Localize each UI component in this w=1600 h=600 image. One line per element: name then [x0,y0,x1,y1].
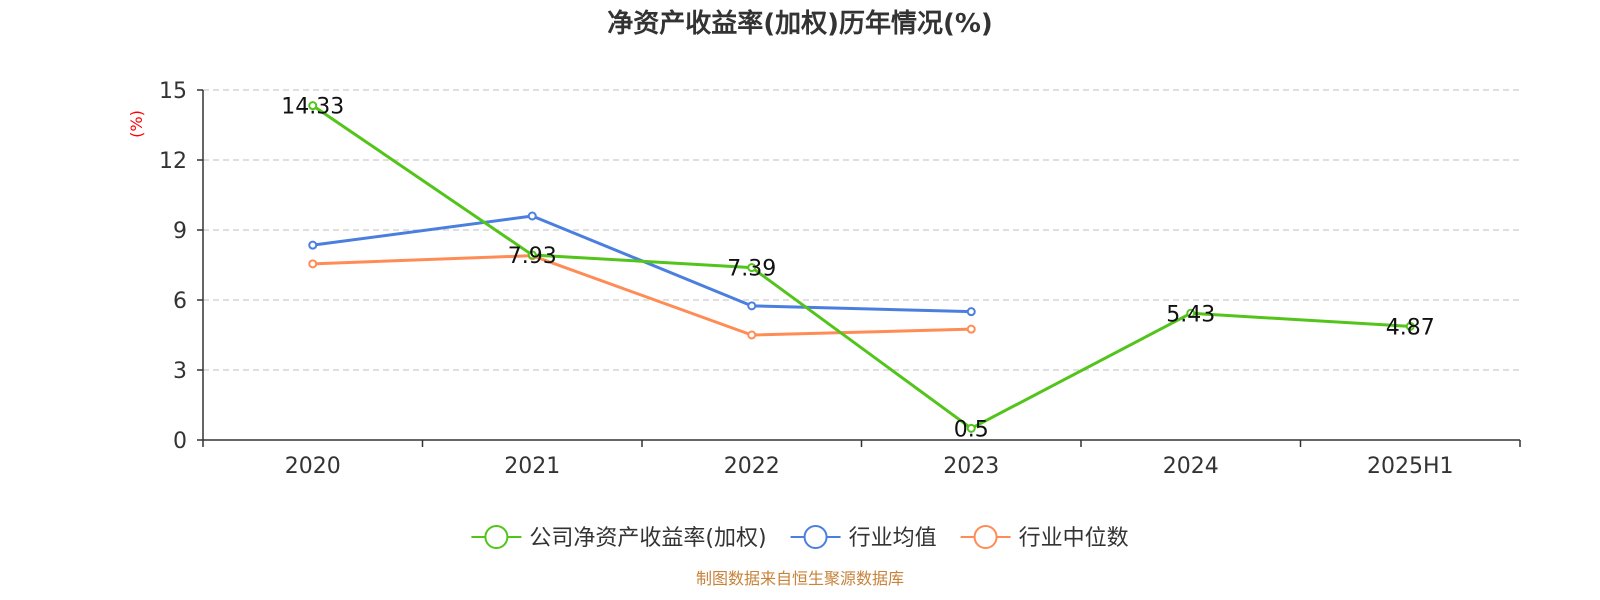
data-label: 14.33 [281,95,344,120]
y-tick-label: 3 [173,359,187,384]
data-point[interactable] [747,330,757,340]
legend-marker [484,525,509,549]
data-point[interactable] [747,263,757,273]
data-label: 4.87 [1386,315,1435,340]
legend-label: 行业均值 [849,526,937,551]
legend-item[interactable]: 行业中位数 [960,525,1129,551]
data-labels: 14.33 7.93 7.39 0.5 5.43 4.87 [281,95,1434,443]
x-tick-label: 2025H1 [1367,454,1454,479]
data-point[interactable] [308,259,318,269]
data-label: 0.5 [954,417,989,442]
data-point[interactable] [308,101,318,111]
series-line [312,214,972,314]
data-label: 7.39 [727,257,776,282]
axes: 0 3 6 9 12 15 2020 2021 2022 2023 2024 2025H1 [159,79,1521,479]
data-point[interactable] [1186,308,1196,318]
data-point[interactable] [308,240,318,250]
data-label: 5.43 [1166,302,1215,327]
y-axis-label: (%) [127,110,146,138]
series-line [312,254,972,337]
series [308,101,1415,433]
chart-title: 净资产收益率(加权)历年情况(%) [607,8,993,39]
data-point[interactable] [527,250,537,260]
data-point[interactable] [966,423,976,433]
y-tick-label: 9 [173,219,187,244]
source-note: 制图数据来自恒生聚源数据库 [696,569,904,588]
series-line [311,104,1411,430]
data-point[interactable] [1405,321,1415,331]
x-tick-label: 2022 [724,454,780,479]
x-tick-label: 2020 [285,454,341,479]
legend[interactable]: 公司净资产收益率(加权) 行业均值 行业中位数 [471,525,1129,551]
legend-item[interactable]: 行业均值 [790,525,937,551]
y-tick-label: 6 [173,289,187,314]
x-tick-label: 2021 [504,454,560,479]
grid [203,89,1520,371]
data-point[interactable] [966,324,976,334]
data-point[interactable] [966,307,976,317]
legend-marker [803,525,828,549]
legend-label: 行业中位数 [1019,526,1129,551]
x-tick-label: 2023 [943,454,999,479]
data-point[interactable] [747,301,757,311]
data-label: 7.93 [508,244,557,269]
x-tick-label: 2024 [1163,454,1219,479]
y-tick-label: 12 [159,149,187,174]
y-tick-label: 0 [173,429,187,454]
data-point[interactable] [527,211,537,221]
legend-marker [973,525,998,549]
legend-label: 公司净资产收益率(加权) [529,526,766,551]
y-tick-label: 15 [159,79,187,104]
legend-item[interactable]: 公司净资产收益率(加权) [471,525,767,551]
